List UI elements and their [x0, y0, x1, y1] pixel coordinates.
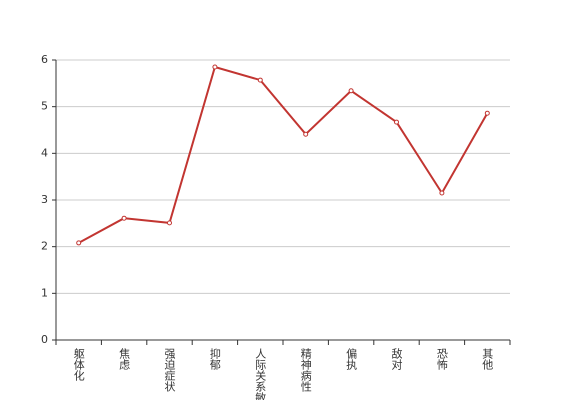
y-tick-label: 0: [41, 333, 48, 346]
point: [394, 119, 399, 125]
point: [484, 110, 490, 116]
point: [348, 88, 354, 94]
y-tick-label: 3: [41, 193, 48, 206]
x-tick-label: 焦虑: [118, 348, 131, 370]
x-tick-label: 精神病性: [299, 348, 312, 393]
x-tick-label: 强迫症状: [163, 348, 176, 392]
y-tick-label: 5: [41, 100, 48, 113]
line: [78, 65, 489, 244]
point: [167, 220, 172, 226]
point: [439, 190, 445, 196]
x-tick-label: 偏执: [345, 347, 358, 371]
x-tick-label: 恐怖: [435, 348, 448, 370]
x-tick-label: 敌对: [390, 347, 403, 370]
y-tick-label: 4: [41, 146, 48, 159]
y-tick-label: 6: [41, 53, 48, 66]
x-tick-label: 人际关系敏感: [254, 348, 267, 400]
point: [76, 240, 82, 246]
x-tick-label: 其他: [481, 348, 494, 370]
point: [303, 131, 309, 137]
y-tick-label: 2: [41, 240, 48, 253]
y-tick-label: 1: [41, 286, 48, 299]
x-tick-label: 躯体化: [72, 348, 85, 382]
point: [257, 77, 263, 83]
point: [212, 64, 218, 70]
point: [121, 215, 127, 221]
x-tick-label: 抑郁: [208, 347, 221, 370]
